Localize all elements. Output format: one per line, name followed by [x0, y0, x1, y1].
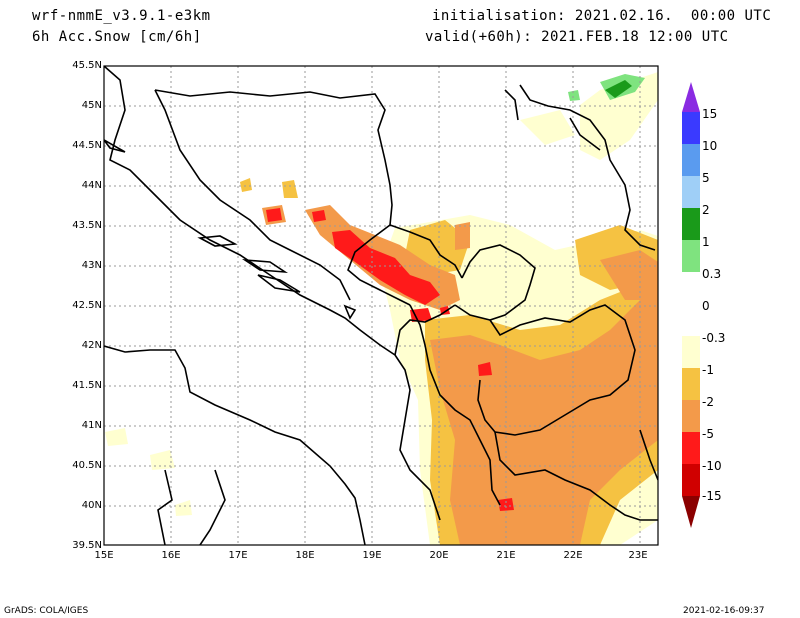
lon-label: 23E — [628, 550, 648, 561]
colorbar-cell — [682, 400, 700, 432]
lat-label: 40.5N — [72, 460, 102, 471]
colorbar-label: 0.3 — [702, 267, 722, 281]
colorbar-cell — [682, 336, 700, 368]
colorbar-cell — [682, 272, 700, 304]
lat-label: 39.5N — [72, 540, 102, 551]
colorbar-cell — [682, 112, 700, 144]
lon-label: 16E — [161, 550, 181, 561]
colorbar-label: -10 — [702, 459, 722, 473]
lat-label: 43N — [81, 260, 102, 271]
lat-label: 44N — [81, 180, 102, 191]
valid-time: valid(+60h): 2021.FEB.18 12:00 UTC — [425, 29, 729, 45]
lat-label: 45N — [81, 100, 102, 111]
colorbar-cap-top — [682, 82, 700, 112]
colorbar-label: 0 — [702, 299, 710, 313]
colorbar-label: -0.3 — [702, 331, 726, 345]
colorbar-cap-bottom — [682, 496, 700, 528]
colorbar-label: 10 — [702, 139, 718, 153]
colorbar-cell — [682, 240, 700, 272]
lat-label: 45.5N — [72, 60, 102, 71]
snow-positive-area — [568, 74, 645, 101]
map-frame — [103, 65, 659, 546]
lon-label: 19E — [362, 550, 382, 561]
variable-title: 6h Acc.Snow [cm/6h] — [32, 29, 202, 45]
colorbar-label: 2 — [702, 203, 710, 217]
lat-label: 41.5N — [72, 380, 102, 391]
lon-label: 20E — [429, 550, 449, 561]
lat-label: 42N — [81, 340, 102, 351]
colorbar — [682, 82, 700, 528]
colorbar-label: -5 — [702, 427, 714, 441]
colorbar-label: -2 — [702, 395, 714, 409]
coastlines-borders — [104, 66, 658, 545]
colorbar-cell — [682, 144, 700, 176]
lon-label: 15E — [94, 550, 114, 561]
footer-credit: GrADS: COLA/IGES — [4, 606, 89, 616]
colorbar-cell — [682, 176, 700, 208]
colorbar-cell — [682, 464, 700, 496]
lat-label: 40N — [81, 500, 102, 511]
colorbar-label: 15 — [702, 107, 718, 121]
colorbar-cell — [682, 368, 700, 400]
colorbar-label: 5 — [702, 171, 710, 185]
lon-label: 18E — [295, 550, 315, 561]
colorbar-label: 1 — [702, 235, 710, 249]
initialisation-time: initialisation: 2021.02.16. 00:00 UTC — [432, 8, 772, 24]
colorbar-label: -15 — [702, 489, 722, 503]
lat-label: 42.5N — [72, 300, 102, 311]
lon-label: 17E — [228, 550, 248, 561]
colorbar-label: -1 — [702, 363, 714, 377]
lat-label: 44.5N — [72, 140, 102, 151]
colorbar-cell — [682, 208, 700, 240]
lat-label: 43.5N — [72, 220, 102, 231]
model-title: wrf-nmmE_v3.9.1-e3km — [32, 8, 211, 24]
colorbar-cell — [682, 432, 700, 464]
footer-timestamp: 2021-02-16-09:37 — [683, 606, 765, 616]
lon-label: 21E — [496, 550, 516, 561]
lon-label: 22E — [563, 550, 583, 561]
lat-label: 41N — [81, 420, 102, 431]
colorbar-cell — [682, 304, 700, 336]
